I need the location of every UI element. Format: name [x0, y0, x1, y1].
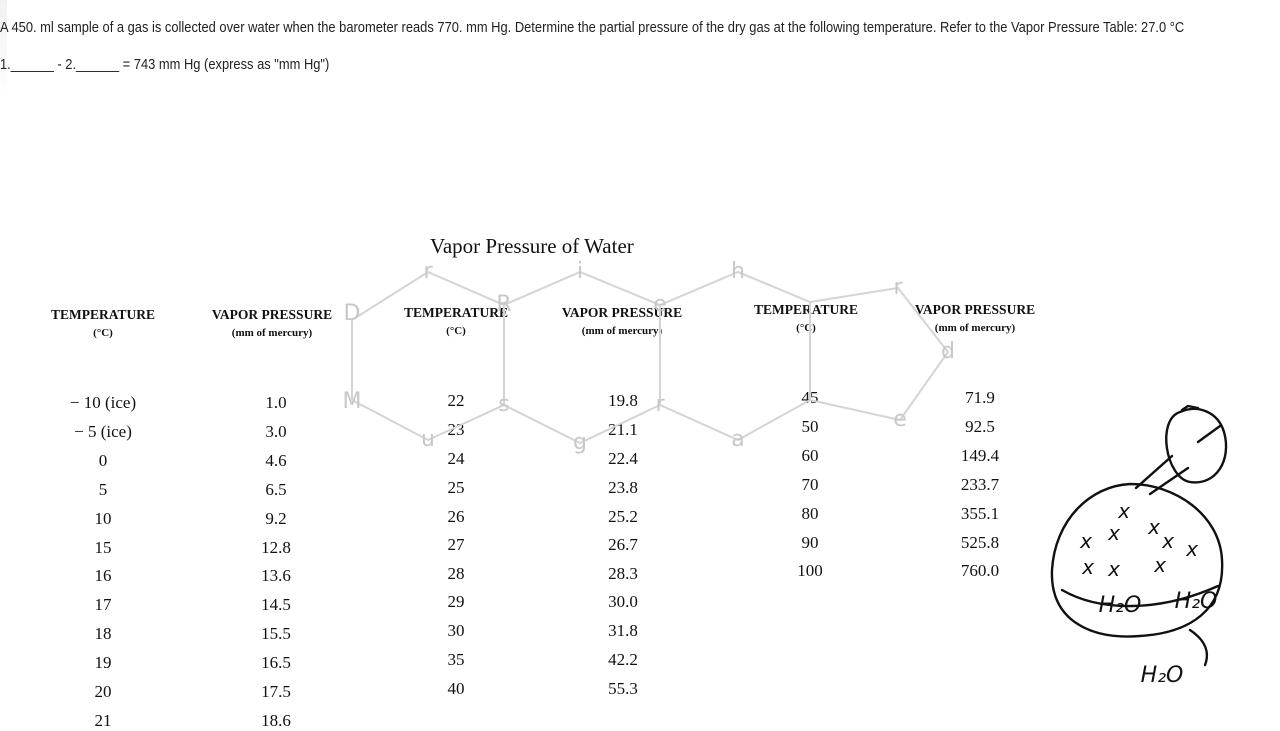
pressure-cell: 1.0: [265, 393, 287, 412]
temperature-cell: 70: [801, 475, 819, 494]
temperature-cell: 100: [797, 561, 823, 580]
gas-particle-mark: x: [1117, 499, 1130, 523]
gas-particle-mark: x: [1147, 515, 1160, 539]
pressure-cell: 30.0: [608, 592, 638, 611]
pressure-cell: 6.5: [265, 480, 287, 499]
flask-neck: [1134, 454, 1190, 496]
temperature-cell: 5: [98, 480, 108, 499]
pressure-cell: 13.6: [261, 566, 291, 585]
header-label: TEMPERATURE: [50, 307, 156, 322]
pressure-cell: 55.3: [608, 679, 638, 698]
temperature-cell: − 5 (ice): [74, 422, 132, 441]
gas-particle-mark: x: [1185, 537, 1198, 561]
temperature-cell: 25: [447, 478, 465, 497]
header-unit: (mm of mercury): [231, 327, 313, 339]
pressure-cell: 14.5: [261, 595, 291, 614]
temperature-cell: 26: [447, 507, 465, 526]
pressure-cell: 149.4: [960, 446, 1000, 465]
pressure-cell: 26.7: [608, 535, 638, 554]
vapor-pressure-header-1: VAPOR PRESSURE (mm of mercury): [212, 305, 332, 343]
pressure-cell: 525.8: [960, 533, 1000, 552]
question-text: A 450. ml sample of a gas is collected o…: [0, 19, 1185, 36]
pressure-cell: 42.2: [608, 650, 638, 669]
flask-body: [1050, 482, 1224, 638]
left-edge-shadow: [0, 0, 7, 100]
pressure-cell: 17.5: [261, 682, 291, 701]
pressure-cell: 28.3: [608, 564, 638, 583]
pressure-cell: 71.9: [965, 388, 995, 407]
water-level-line: [1060, 584, 1220, 608]
temperature-cell: 29: [447, 592, 465, 611]
water-label: H₂O: [1175, 589, 1218, 614]
pressure-cell: 15.5: [261, 624, 291, 643]
temperature-cell: 28: [447, 564, 465, 583]
gas-particle-mark: x: [1161, 529, 1174, 553]
gas-particle-mark: x: [1079, 529, 1092, 553]
temperature-cell: 0: [98, 451, 108, 470]
header-unit: (°C): [93, 327, 113, 339]
temperature-cell: 24: [447, 449, 465, 468]
temperature-cell: 20: [94, 682, 112, 701]
bulb: [1165, 407, 1228, 484]
gas-particle-mark: x: [1107, 557, 1120, 581]
header-label: VAPOR PRESSURE: [211, 307, 333, 322]
water-label: H₂O: [1141, 663, 1184, 688]
header-unit: (mm of mercury): [934, 322, 1016, 334]
gas-particle-mark: x: [1153, 553, 1166, 577]
temperature-cell: 60: [801, 446, 819, 465]
pressure-cell: 25.2: [608, 507, 638, 526]
temperature-cell: 27: [447, 535, 465, 554]
temperature-cell: 90: [801, 533, 819, 552]
pointer-arrow: [1188, 628, 1209, 667]
pressure-cell: 4.6: [265, 451, 287, 470]
pressure-cell: 16.5: [261, 653, 291, 672]
water-label: H₂O: [1099, 593, 1142, 618]
pressure-cell: 760.0: [960, 561, 1000, 580]
pressure-cell: 9.2: [265, 509, 287, 528]
pressure-cell: 31.8: [608, 621, 638, 640]
temperature-cell: 16: [94, 566, 112, 585]
temperature-cell: 10: [94, 509, 112, 528]
temperature-header-1: TEMPERATURE (°C): [51, 305, 155, 343]
temperature-cell: 30: [447, 621, 465, 640]
pressure-cell: 22.4: [608, 449, 638, 468]
gas-particle-mark: x: [1107, 521, 1120, 545]
gas-particle-mark: x: [1081, 555, 1094, 579]
temperature-cell: 80: [801, 504, 819, 523]
pressure-cell: 233.7: [960, 475, 1000, 494]
answer-line: 1.______ - 2.______ = 743 mm Hg (express…: [0, 56, 330, 73]
temperature-cell: 17: [94, 595, 112, 614]
pressure-cell: 92.5: [965, 417, 995, 436]
pressure-cell: 23.8: [608, 478, 638, 497]
temperature-cell: 40: [447, 679, 465, 698]
temperature-cell: − 10 (ice): [69, 393, 137, 412]
temperature-cell: 15: [94, 538, 112, 557]
pressure-cell: 3.0: [265, 422, 287, 441]
table-title: Vapor Pressure of Water: [430, 234, 634, 258]
temperature-cell: 18: [94, 624, 112, 643]
pressure-cell: 12.8: [261, 538, 291, 557]
temperature-cell: 19: [94, 653, 112, 672]
temperature-cell: 35: [447, 650, 465, 669]
pressure-cell: 355.1: [960, 504, 1000, 523]
